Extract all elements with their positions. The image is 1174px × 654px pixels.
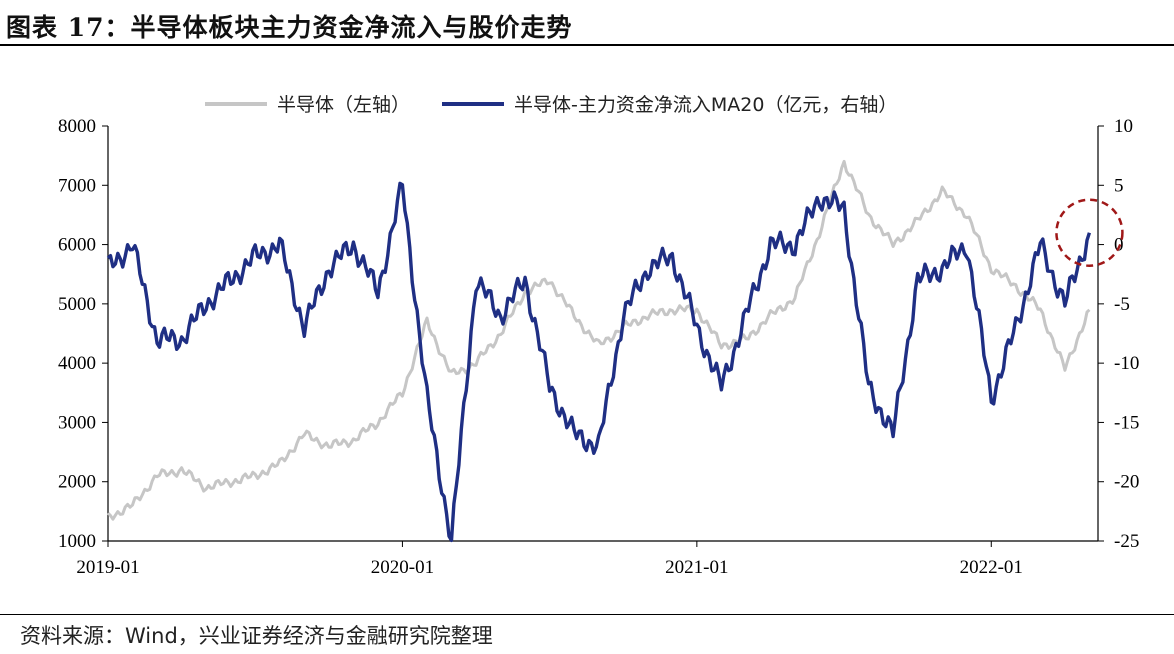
right-tick-label: -25 — [1114, 531, 1139, 552]
index-series-line — [106, 159, 1091, 521]
x-tick-label: 2022-01 — [960, 557, 1023, 578]
legend-label-flow: 半导体-主力资金净流入MA20（亿元，右轴） — [514, 94, 897, 116]
source-rule — [0, 614, 1174, 615]
left-tick-label: 5000 — [58, 294, 96, 315]
x-tick-label: 2021-01 — [665, 557, 728, 578]
x-tick-label: 2019-01 — [76, 557, 139, 578]
right-tick-label: -20 — [1114, 472, 1139, 493]
left-tick-label: 1000 — [58, 531, 96, 552]
right-tick-label: 5 — [1114, 175, 1124, 196]
left-tick-label: 8000 — [58, 116, 96, 137]
right-tick-label: 10 — [1114, 116, 1133, 137]
right-tick-label: -15 — [1114, 412, 1139, 433]
left-tick-label: 6000 — [58, 235, 96, 256]
flow-series-line — [106, 181, 1092, 543]
chart-title: 图表 17：半导体板块主力资金净流入与股价走势 — [6, 13, 573, 42]
left-tick-label: 4000 — [58, 353, 96, 374]
left-tick-label: 2000 — [58, 472, 96, 493]
highlight-circle — [1055, 198, 1124, 267]
x-tick-label: 2020-01 — [371, 557, 434, 578]
legend-label-index: 半导体（左轴） — [277, 94, 410, 116]
right-tick-label: -10 — [1114, 353, 1139, 374]
title-rule — [0, 44, 1174, 46]
source-note: 资料来源：Wind，兴业证券经济与金融研究院整理 — [20, 624, 493, 648]
left-tick-label: 7000 — [58, 175, 96, 196]
right-tick-label: -5 — [1114, 294, 1130, 315]
left-tick-label: 3000 — [58, 412, 96, 433]
